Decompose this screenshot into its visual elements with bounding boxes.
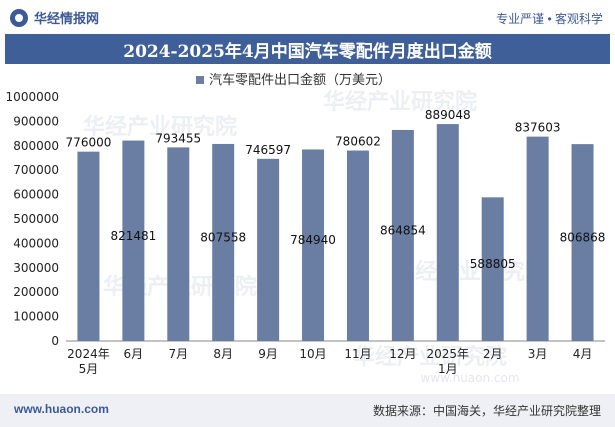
x-tick-label: 6月 [124, 347, 144, 361]
bar [122, 140, 145, 341]
bar [77, 151, 100, 341]
legend-label: 汽车零配件出口金额（万美元） [209, 72, 391, 88]
data-label: 588805 [470, 257, 516, 271]
footer: www.huaon.com 数据来源：中国海关，华经产业研究院整理 [0, 394, 615, 427]
x-tick-label: 7月 [168, 347, 188, 361]
footer-url: www.huaon.com [14, 402, 109, 416]
bar [346, 150, 369, 341]
bar [571, 144, 594, 341]
watermark-text: 华经产业研究院 [353, 344, 507, 370]
data-label: 784940 [290, 233, 336, 247]
brand-name: 华经情报网 [34, 11, 100, 26]
x-tick-label: 2025年 1月 [427, 347, 470, 376]
y-tick-label: 700000 [13, 163, 59, 177]
y-tick-label: 300000 [13, 261, 59, 275]
data-label: 889048 [425, 108, 471, 122]
watermark-text: 华经产业研究院 [323, 89, 477, 115]
x-tick-label: 10月 [299, 347, 326, 361]
bar [257, 158, 280, 341]
chart-title: 2024-2025年4月中国汽车零配件月度出口金额 [5, 34, 610, 64]
data-label: 821481 [110, 229, 156, 243]
bar [436, 124, 459, 341]
y-tick-label: 600000 [13, 188, 59, 202]
x-tick-label: 3月 [528, 347, 548, 361]
data-label: 864854 [380, 223, 426, 237]
y-tick-label: 200000 [13, 285, 59, 299]
data-label: 746597 [245, 143, 291, 157]
y-tick-label: 800000 [13, 139, 59, 153]
bar-chart: 华经产业研究院华经产业研究院华经产业研究院华经产业研究院华经产业研究院www.h… [6, 72, 606, 385]
bar [526, 136, 549, 341]
data-label: 793455 [155, 131, 201, 145]
y-tick-label: 900000 [13, 114, 59, 128]
watermark-text: 华经产业研究院 [393, 259, 547, 285]
watermark-url: www.huaon.com [420, 371, 519, 385]
data-label: 780602 [335, 135, 381, 149]
y-tick-label: 1000000 [6, 90, 59, 104]
data-label: 837603 [515, 121, 561, 135]
y-tick-label: 400000 [13, 236, 59, 250]
bar [167, 147, 190, 341]
brand: 华经情报网 [10, 8, 99, 27]
data-label: 806868 [560, 231, 606, 245]
x-tick-label: 11月 [344, 347, 371, 361]
x-tick-label: 9月 [258, 347, 278, 361]
bar [302, 149, 325, 341]
chart-area: 华经产业研究院华经产业研究院华经产业研究院华经产业研究院华经产业研究院www.h… [0, 64, 615, 394]
bar [212, 143, 235, 341]
y-tick-label: 0 [51, 334, 59, 348]
data-label: 807558 [200, 230, 246, 244]
watermark-text: 华经产业研究院 [83, 114, 237, 140]
x-tick-label: 8月 [213, 347, 233, 361]
x-tick-label: 12月 [389, 347, 416, 361]
logo-icon [10, 8, 28, 27]
data-label: 776000 [66, 136, 112, 150]
tagline: 专业严谨 • 客观科学 [496, 12, 603, 26]
y-tick-label: 100000 [13, 310, 59, 324]
x-tick-label: 4月 [573, 347, 593, 361]
bar [391, 129, 414, 341]
x-tick-label: 2月 [483, 347, 503, 361]
data-source: 数据来源：中国海关，华经产业研究院整理 [372, 404, 601, 418]
top-bar: 华经情报网 专业严谨 • 客观科学 [0, 0, 615, 34]
bar [481, 197, 504, 341]
x-tick-label: 2024年 5月 [67, 347, 110, 376]
y-tick-label: 500000 [13, 212, 59, 226]
legend-swatch [196, 76, 204, 84]
